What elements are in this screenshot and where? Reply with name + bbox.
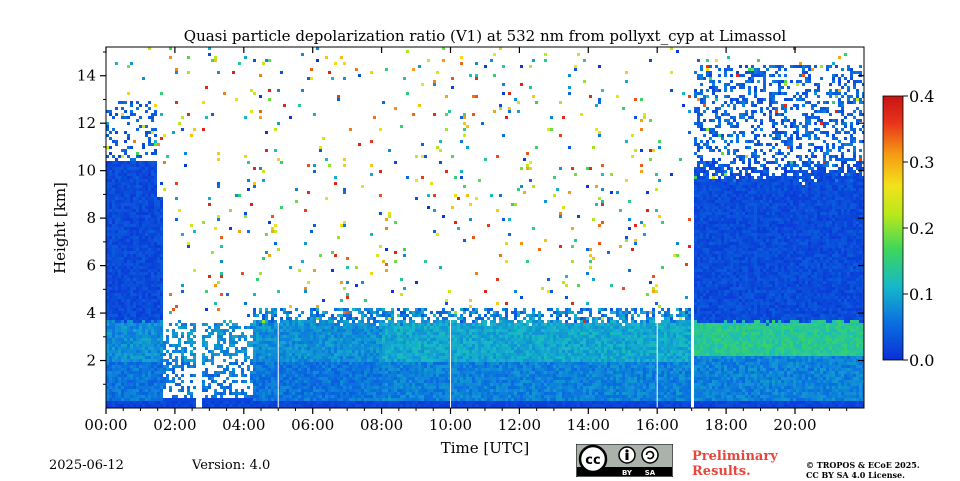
x-tick-label: 12:00 bbox=[498, 416, 541, 434]
preliminary-notice: Preliminary Results. bbox=[692, 449, 802, 479]
colorbar-tick-label: 0.3 bbox=[909, 153, 934, 172]
copyright-line-2: CC BY SA 4.0 License. bbox=[806, 470, 956, 480]
cc-license-badge[interactable]: cc BY SA bbox=[576, 444, 673, 477]
colorbar-ticks: 0.0 0.1 0.2 0.3 0.4 bbox=[903, 87, 934, 370]
y-tick-label: 14 bbox=[77, 67, 96, 85]
x-tick-label: 00:00 bbox=[84, 416, 127, 434]
y-tick-label: 2 bbox=[86, 352, 96, 370]
colorbar-tick-label: 0.0 bbox=[909, 351, 934, 370]
x-tick-label: 08:00 bbox=[360, 416, 403, 434]
x-tick-label: 16:00 bbox=[636, 416, 679, 434]
colorbar-tick-label: 0.1 bbox=[909, 285, 934, 304]
y-tick-label: 12 bbox=[77, 114, 96, 132]
copyright-notice: © TROPOS & ECoE 2025. CC BY SA 4.0 Licen… bbox=[806, 460, 956, 480]
sa-share-icon bbox=[642, 447, 658, 463]
cc-logo: cc BY SA bbox=[576, 444, 673, 477]
license-by-text: BY bbox=[622, 469, 633, 477]
preliminary-line-1: Preliminary bbox=[692, 449, 802, 464]
colorbar bbox=[883, 96, 903, 360]
chart-title: Quasi particle depolarization ratio (V1)… bbox=[184, 27, 787, 45]
x-tick-label: 02:00 bbox=[153, 416, 196, 434]
x-tick-label: 10:00 bbox=[429, 416, 472, 434]
license-sa-text: SA bbox=[645, 469, 656, 477]
x-tick-label: 14:00 bbox=[567, 416, 610, 434]
preliminary-line-2: Results. bbox=[692, 464, 802, 479]
copyright-line-1: © TROPOS & ECoE 2025. bbox=[806, 460, 956, 470]
y-tick-label: 6 bbox=[86, 257, 96, 275]
y-tick-label: 8 bbox=[86, 209, 96, 227]
x-tick-label: 06:00 bbox=[291, 416, 334, 434]
x-tick-label: 18:00 bbox=[704, 416, 747, 434]
y-tick-label: 4 bbox=[86, 304, 96, 322]
x-tick-label: 20:00 bbox=[773, 416, 816, 434]
colorbar-tick-label: 0.4 bbox=[909, 87, 934, 106]
x-tick-label: 04:00 bbox=[222, 416, 265, 434]
y-tick-label: 10 bbox=[77, 162, 96, 180]
x-axis-label: Time [UTC] bbox=[441, 439, 530, 457]
heatmap-field bbox=[106, 47, 865, 410]
date-label: 2025-06-12 bbox=[49, 458, 124, 473]
y-axis-label: Height [km] bbox=[51, 182, 69, 274]
version-label: Version: 4.0 bbox=[192, 458, 270, 473]
colorbar-tick-label: 0.2 bbox=[909, 219, 934, 238]
